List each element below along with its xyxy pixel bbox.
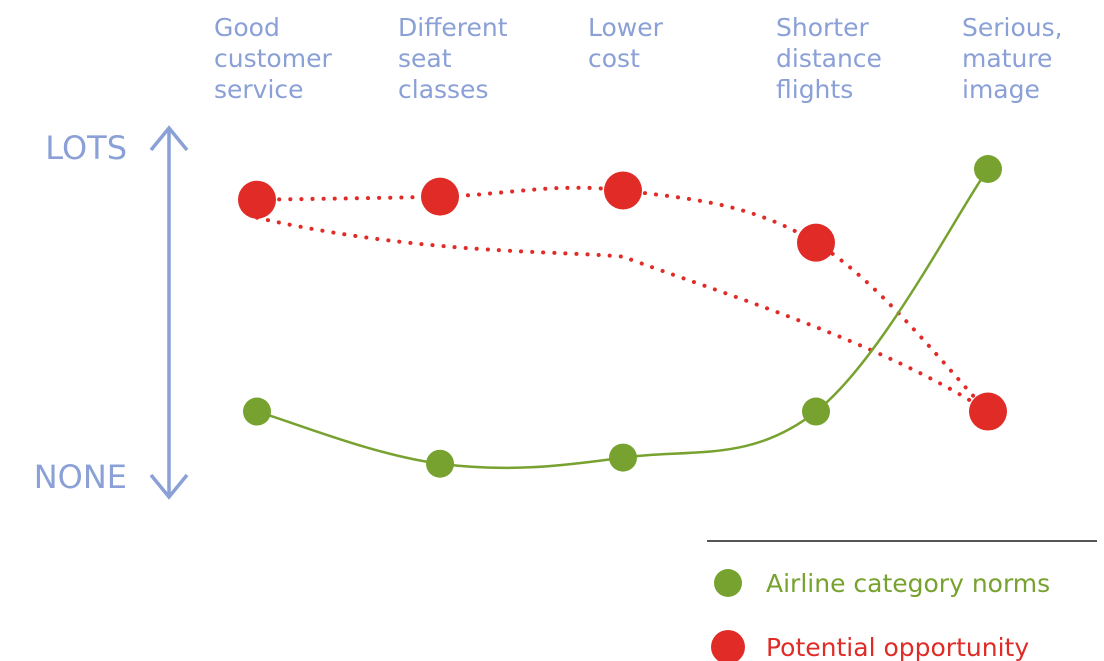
legend-label-airline-category-norms: Airline category norms	[766, 569, 1050, 598]
category-label-line: mature	[962, 44, 1052, 73]
data-point-airline-category-norms-shorter-distance-flights	[802, 397, 830, 426]
category-label-line: customer	[214, 44, 332, 73]
y-axis-bottom-arrow-icon	[149, 473, 189, 500]
category-label-line: Good	[214, 13, 280, 42]
series-layer	[238, 155, 1007, 478]
data-point-airline-category-norms-good-customer-service	[243, 397, 271, 426]
data-point-potential-opportunity-shorter-distance-flights	[797, 223, 835, 262]
series-line-potential-opportunity-connection	[255, 215, 990, 414]
category-label-lower-cost: Lower cost	[588, 13, 664, 73]
category-label-line: Shorter	[776, 13, 869, 42]
series-line-potential-opportunity	[255, 185, 990, 414]
data-point-potential-opportunity-lower-cost	[604, 171, 642, 210]
category-label-line: Different	[398, 13, 508, 42]
category-label-line: service	[214, 75, 304, 104]
category-label-line: Lower	[588, 13, 664, 42]
data-point-potential-opportunity-different-seat-classes	[421, 177, 459, 216]
category-label-different-seat-classes: Different seat classes	[398, 13, 508, 104]
category-labels: Good customer service Different seat classes L…	[214, 13, 1063, 104]
y-axis-top-label: LOTS	[45, 129, 127, 167]
data-point-airline-category-norms-different-seat-classes	[426, 449, 454, 478]
category-label-line: cost	[588, 44, 640, 73]
legend: Airline category norms Potential opportu…	[707, 540, 1097, 661]
data-point-airline-category-norms-lower-cost	[609, 443, 637, 472]
category-label-line: Serious,	[962, 13, 1063, 42]
category-label-line: image	[962, 75, 1040, 104]
data-point-airline-category-norms-serious-mature-image	[974, 155, 1002, 183]
y-axis-top-arrow-icon	[149, 125, 189, 152]
series-line-airline-category-norms	[256, 168, 990, 470]
category-label-serious-mature-image: Serious, mature image	[962, 13, 1063, 104]
y-axis: LOTS NONE	[34, 125, 189, 500]
category-label-good-customer-service: Good customer service	[214, 13, 332, 104]
data-point-potential-opportunity-good-customer-service	[238, 180, 276, 219]
legend-label-potential-opportunity: Potential opportunity	[766, 633, 1029, 661]
y-axis-bottom-label: NONE	[34, 458, 127, 496]
category-label-line: classes	[398, 75, 488, 104]
category-label-shorter-distance-flights: Shorter distance flights	[776, 13, 882, 104]
data-point-potential-opportunity-serious-mature-image	[969, 392, 1007, 431]
category-label-line: seat	[398, 44, 452, 73]
legend-marker-airline-category-norms	[714, 569, 742, 597]
legend-marker-potential-opportunity	[711, 630, 745, 661]
category-label-line: distance	[776, 44, 882, 73]
category-label-line: flights	[776, 75, 853, 104]
